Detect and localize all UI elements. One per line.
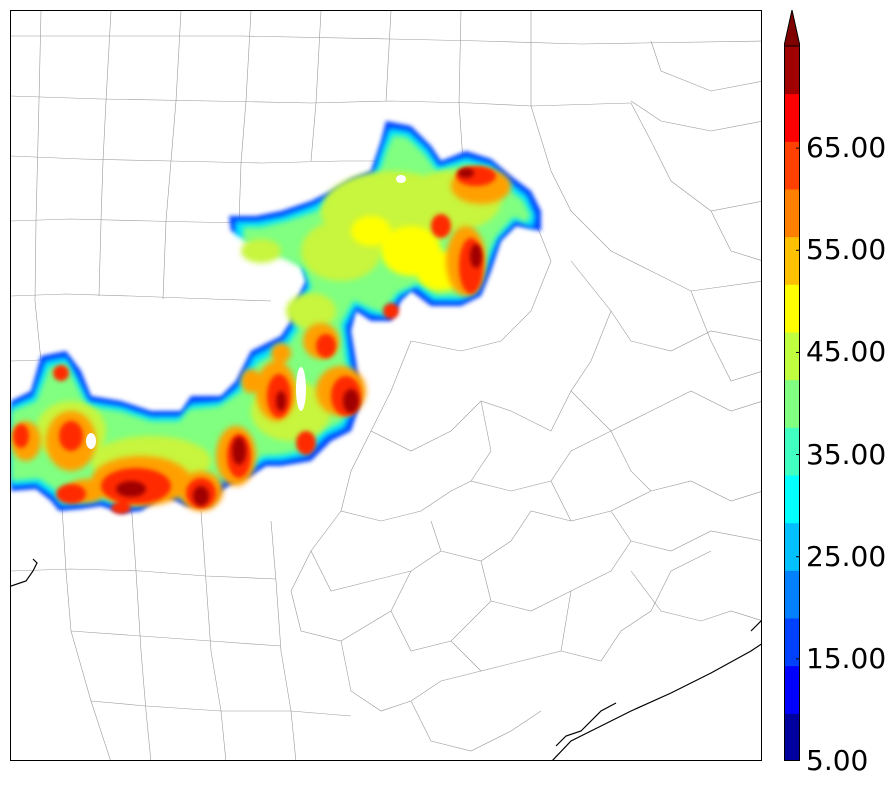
- colorbar-tick-label: 65.00: [806, 131, 887, 165]
- reflectivity-field: [11, 121, 541, 514]
- colorbar-segment: [784, 189, 800, 238]
- colorbar-segment: [784, 284, 800, 333]
- map-panel: [10, 10, 762, 761]
- county-boundaries: [11, 11, 761, 760]
- colorbar-segment: [784, 665, 800, 714]
- colorbar-segment: [784, 379, 800, 428]
- colorbar-segment: [784, 618, 800, 667]
- map-canvas: [11, 11, 761, 760]
- colorbar-segment: [784, 713, 800, 761]
- colorbar-segment: [784, 522, 800, 571]
- colorbar-tick-label: 5.00: [806, 744, 869, 777]
- colorbar-tick-label: 45.00: [806, 335, 887, 369]
- colorbar-tick-label: 25.00: [806, 539, 887, 573]
- colorbar-extend-arrow: [784, 10, 800, 47]
- coastline: [11, 558, 761, 760]
- colorbar-tick-label: 55.00: [806, 233, 887, 267]
- colorbar-segment: [784, 236, 800, 285]
- colorbar-tick-label: 35.00: [806, 437, 887, 471]
- colorbar-tick-label: 15.00: [806, 641, 887, 675]
- colorbar-segment: [784, 427, 800, 476]
- colorbar-segment: [784, 141, 800, 190]
- colorbar-segment: [784, 475, 800, 524]
- colorbar-segment: [784, 570, 800, 619]
- colorbar-segment: [784, 93, 800, 142]
- colorbar: [784, 10, 800, 761]
- colorbar-segment: [784, 46, 800, 95]
- colorbar-segment: [784, 332, 800, 381]
- colorbar-border: [784, 45, 800, 761]
